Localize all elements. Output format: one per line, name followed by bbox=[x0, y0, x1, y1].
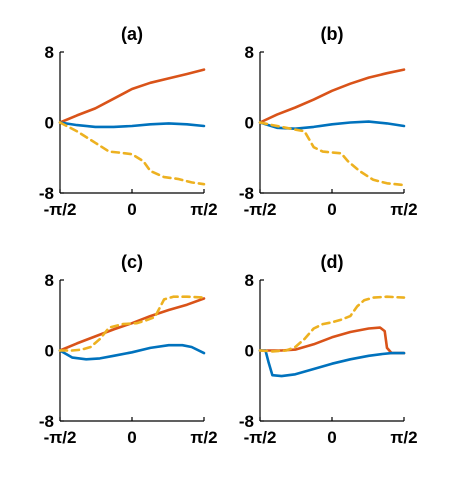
panel-c-series-1-line bbox=[58, 297, 206, 352]
panel-c: (c) 8 0 -8-π/2 0 π/2 bbox=[39, 252, 218, 447]
panel-c-y-tick-label: 8 bbox=[45, 271, 54, 290]
panel-d-y-tick-label: -8 bbox=[239, 412, 254, 431]
panel-b: (b) 8 0 -8-π/2 0 π/2 bbox=[239, 24, 418, 219]
panel-d-series-3-line bbox=[258, 295, 406, 353]
panel-a-series-1-line bbox=[58, 68, 206, 124]
panel-a-series-2-line bbox=[58, 121, 206, 129]
panel-b-x-tick-label: π/2 bbox=[390, 200, 417, 219]
panel-d-title: (d) bbox=[321, 252, 344, 272]
panel-d-x-tick-label: 0 bbox=[327, 428, 336, 447]
panel-a-x-tick-label: 0 bbox=[127, 200, 136, 219]
panel-b-y-tick-label: 0 bbox=[245, 114, 254, 133]
panel-c-x-tick-label: -π/2 bbox=[44, 428, 77, 447]
panel-b-series-3-line bbox=[258, 121, 406, 187]
panel-d-y-tick-label: 8 bbox=[245, 271, 254, 290]
panel-a-title: (a) bbox=[121, 24, 143, 44]
panel-a: (a) 8 0 -8-π/2 0 π/2 bbox=[39, 24, 218, 219]
panel-d-x-tick-label: π/2 bbox=[390, 428, 417, 447]
panel-b-series-2-line bbox=[258, 120, 406, 130]
panel-b-x-tick-label: 0 bbox=[327, 200, 336, 219]
panel-c-series-2-line bbox=[58, 343, 206, 361]
panel-d-x-tick-label: -π/2 bbox=[244, 428, 277, 447]
panel-a-y-tick-label: 0 bbox=[45, 114, 54, 133]
panel-c-x-tick-label: 0 bbox=[127, 428, 136, 447]
panel-b-series-1-line bbox=[258, 68, 406, 124]
panel-a-series-3-line bbox=[58, 121, 206, 186]
panel-c-x-tick-label: π/2 bbox=[190, 428, 217, 447]
panel-b-y-tick-label: -8 bbox=[239, 184, 254, 203]
panel-a-x-tick-label: π/2 bbox=[190, 200, 217, 219]
panel-b-y-tick-label: 8 bbox=[245, 43, 254, 62]
panel-b-title: (b) bbox=[321, 24, 344, 44]
panel-a-y-tick-label: -8 bbox=[39, 184, 54, 203]
panel-c-series-3-line bbox=[58, 295, 206, 352]
panel-d-y-tick-label: 0 bbox=[245, 342, 254, 361]
panel-d: (d) 8 0 -8-π/2 0 π/2 bbox=[239, 252, 418, 447]
panel-a-x-tick-label: -π/2 bbox=[44, 200, 77, 219]
panel-c-y-tick-label: 0 bbox=[45, 342, 54, 361]
panel-c-y-tick-label: -8 bbox=[39, 412, 54, 431]
panel-d-series-2-line bbox=[258, 349, 406, 378]
panel-d-series-1-line bbox=[258, 326, 406, 355]
panel-a-y-tick-label: 8 bbox=[45, 43, 54, 62]
panel-b-x-tick-label: -π/2 bbox=[244, 200, 277, 219]
panel-c-title: (c) bbox=[121, 252, 143, 272]
